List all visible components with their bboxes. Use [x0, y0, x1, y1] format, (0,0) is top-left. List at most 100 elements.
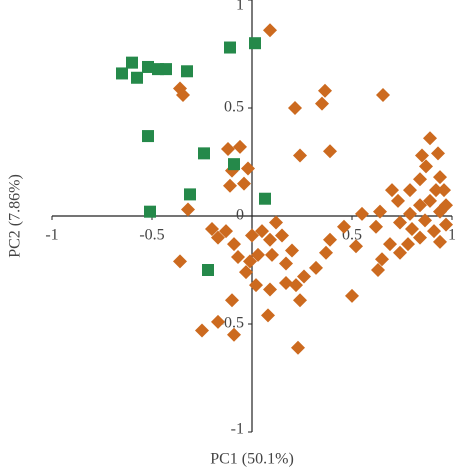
- point: [401, 237, 415, 252]
- point: [227, 327, 241, 342]
- x-axis-label: PC1 (50.1%): [210, 451, 294, 468]
- point: [211, 230, 225, 245]
- point: [239, 265, 253, 280]
- point: [181, 202, 195, 217]
- point: [427, 224, 441, 239]
- point: [393, 245, 407, 260]
- point: [195, 323, 209, 338]
- point: [423, 193, 437, 208]
- point: [251, 247, 265, 262]
- point: [418, 213, 432, 228]
- point: [142, 130, 154, 143]
- y-tick-label: 1: [236, 0, 244, 14]
- point: [227, 237, 241, 252]
- point: [259, 192, 271, 205]
- point: [413, 230, 427, 245]
- point: [293, 293, 307, 308]
- point: [391, 193, 405, 208]
- point: [429, 183, 443, 198]
- point: [439, 198, 453, 213]
- point: [144, 205, 156, 218]
- point: [176, 88, 190, 103]
- point: [293, 148, 307, 163]
- point: [243, 254, 257, 269]
- point: [263, 282, 277, 297]
- x-tick-label: 1: [448, 227, 456, 244]
- point: [413, 198, 427, 213]
- point: [423, 131, 437, 146]
- y-tick-label: 0.5: [224, 99, 244, 116]
- point: [433, 170, 447, 185]
- point: [181, 65, 193, 78]
- point: [275, 228, 289, 243]
- point: [315, 96, 329, 111]
- point: [289, 278, 303, 293]
- point: [385, 183, 399, 198]
- point: [261, 308, 275, 323]
- point: [309, 260, 323, 275]
- point: [376, 88, 390, 103]
- point: [383, 237, 397, 252]
- point: [405, 221, 419, 236]
- point: [224, 41, 236, 54]
- point: [255, 224, 269, 239]
- point: [184, 188, 196, 201]
- point: [345, 288, 359, 303]
- point: [375, 252, 389, 267]
- point: [223, 178, 237, 193]
- point: [249, 278, 263, 293]
- point: [285, 243, 299, 258]
- point: [198, 147, 210, 160]
- point: [431, 146, 445, 161]
- point: [205, 221, 219, 236]
- point: [237, 176, 251, 191]
- point: [369, 219, 383, 234]
- point: [337, 219, 351, 234]
- y-tick-label: 0: [236, 207, 244, 224]
- point: [403, 206, 417, 221]
- point: [249, 37, 261, 50]
- point: [291, 340, 305, 355]
- point: [231, 250, 245, 265]
- point: [265, 247, 279, 262]
- point: [160, 63, 172, 76]
- point: [173, 254, 187, 269]
- point: [279, 275, 293, 290]
- point: [202, 264, 214, 276]
- point: [297, 269, 311, 284]
- point: [373, 204, 387, 219]
- point: [413, 172, 427, 187]
- x-tick-label: -1: [45, 227, 58, 244]
- point: [263, 23, 277, 38]
- y-axis-label: PC2 (7.86%): [7, 174, 24, 258]
- point: [355, 206, 369, 221]
- point: [225, 293, 239, 308]
- point: [219, 224, 233, 239]
- point: [279, 256, 293, 271]
- x-tick-label: 0.5: [342, 227, 362, 244]
- point: [419, 159, 433, 174]
- point: [433, 234, 447, 249]
- point: [245, 228, 259, 243]
- point: [269, 215, 283, 230]
- point: [233, 139, 247, 154]
- point: [142, 60, 154, 73]
- point: [319, 245, 333, 260]
- point: [131, 71, 143, 84]
- point: [439, 217, 453, 232]
- y-tick-label: -0.5: [219, 315, 244, 332]
- point: [263, 232, 277, 247]
- point: [116, 67, 128, 80]
- point: [221, 142, 235, 157]
- point: [415, 148, 429, 163]
- point: [228, 158, 240, 171]
- point: [241, 161, 255, 176]
- point: [393, 215, 407, 230]
- y-tick-label: -1: [231, 421, 244, 438]
- point: [323, 232, 337, 247]
- point: [211, 314, 225, 329]
- point: [126, 56, 138, 69]
- point: [437, 183, 451, 198]
